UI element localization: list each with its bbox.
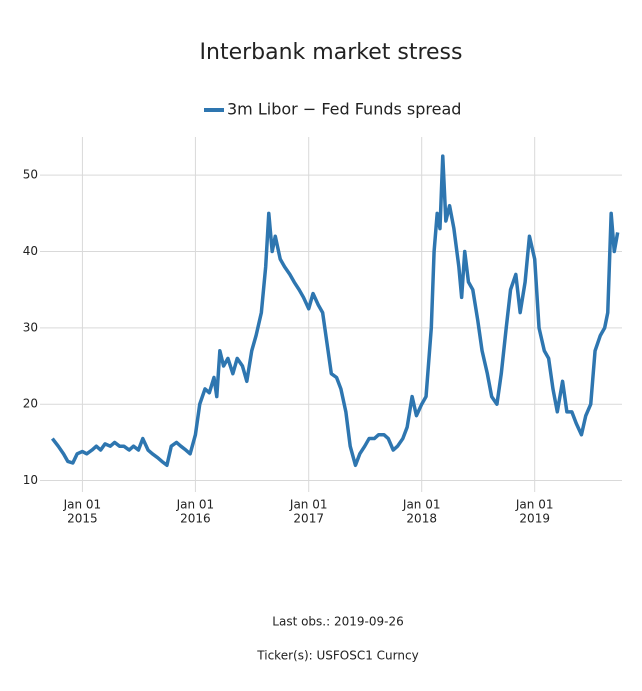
x-tick-label: Jan 01 <box>515 498 554 512</box>
x-tick-label: 2018 <box>406 512 437 526</box>
footnote: Ticker(s): USFOSC1 Curncy <box>256 649 418 663</box>
y-tick-label: 10 <box>23 473 38 487</box>
y-tick-label: 40 <box>23 244 38 258</box>
x-tick-label: 2017 <box>293 512 324 526</box>
chart-title: Interbank market stress <box>200 40 463 65</box>
footnote: Last obs.: 2019-09-26 <box>272 615 403 629</box>
x-tick-label: Jan 01 <box>176 498 215 512</box>
y-tick-label: 20 <box>23 397 38 411</box>
x-tick-label: Jan 01 <box>289 498 328 512</box>
x-tick-label: 2019 <box>519 512 550 526</box>
x-tick-label: 2015 <box>67 512 98 526</box>
x-tick-label: Jan 01 <box>402 498 441 512</box>
x-tick-label: 2016 <box>180 512 211 526</box>
legend-label: 3m Libor − Fed Funds spread <box>227 100 461 119</box>
y-tick-label: 50 <box>23 168 38 182</box>
y-tick-label: 30 <box>23 320 38 334</box>
data-line <box>50 154 620 468</box>
x-tick-label: Jan 01 <box>63 498 102 512</box>
